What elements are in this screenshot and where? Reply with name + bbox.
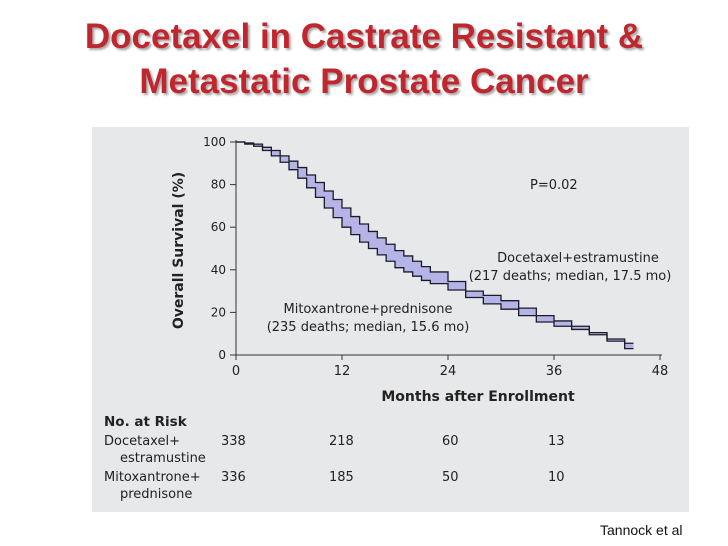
risk-value: 50 [442, 470, 459, 485]
p-value-label: P=0.02 [530, 178, 578, 193]
risk-value: 338 [221, 434, 246, 449]
series-line-docetaxel [236, 141, 634, 344]
y-tick-label: 40 [211, 263, 226, 277]
risk-table-header: No. at Risk [104, 414, 187, 430]
risk-value: 218 [329, 434, 354, 449]
slide-title: Docetaxel in Castrate Resistant & Metast… [0, 14, 728, 104]
survival-difference-area [236, 142, 634, 349]
x-tick-label: 48 [652, 364, 669, 379]
y-tick-label: 20 [211, 305, 226, 319]
y-tick-label: 60 [211, 220, 226, 234]
risk-value: 60 [442, 434, 459, 449]
x-tick-label: 24 [440, 364, 457, 379]
series-label-docetaxel: Docetaxel+estramustine [497, 251, 659, 266]
slide-title-line-2: Metastatic Prostate Cancer [139, 62, 589, 101]
y-tick-label: 0 [218, 348, 226, 362]
series-label-mitoxantrone: Mitoxantrone+prednisone [284, 302, 453, 317]
series-line-mitoxantrone [236, 141, 634, 350]
x-axis-title: Months after Enrollment [381, 389, 575, 405]
risk-row-label-mitoxantrone: Mitoxantrone+ [104, 470, 201, 485]
y-axis-title: Overall Survival (%) [171, 172, 187, 329]
series-label-docetaxel-detail: (217 deaths; median, 17.5 mo) [469, 269, 672, 284]
citation: Tannock et al [600, 522, 683, 538]
series-label-mitoxantrone-detail: (235 deaths; median, 15.6 mo) [267, 320, 470, 335]
risk-row-label-docetaxel-2: estramustine [120, 451, 206, 466]
risk-row-label-mitoxantrone-2: prednisone [120, 487, 193, 502]
risk-value: 185 [329, 470, 354, 485]
y-tick-label: 100 [203, 135, 226, 149]
x-tick-label: 12 [334, 364, 351, 379]
slide-title-line-1: Docetaxel in Castrate Resistant & [84, 17, 644, 56]
x-tick-label: 0 [232, 364, 240, 379]
y-tick-label: 80 [211, 178, 226, 192]
figure-panel [92, 127, 689, 512]
risk-table: No. at Risk Docetaxel+ estramustine 338 … [104, 414, 684, 514]
risk-value: 10 [548, 470, 565, 485]
risk-row-label-docetaxel: Docetaxel+ [104, 434, 180, 449]
risk-value: 336 [221, 470, 246, 485]
x-tick-label: 36 [546, 364, 563, 379]
risk-value: 13 [548, 434, 565, 449]
